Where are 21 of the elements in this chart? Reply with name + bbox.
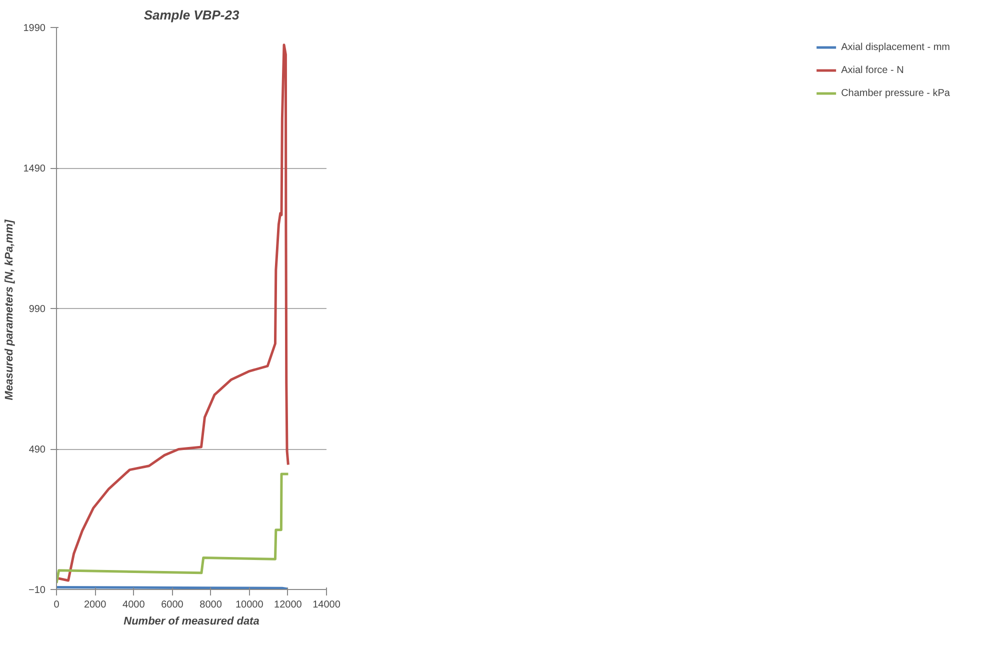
x-axis-title: Number of measured data: [124, 616, 260, 628]
y-tick-label: −10: [28, 585, 46, 596]
x-tick-label: 10000: [235, 600, 264, 610]
x-tick-label: 12000: [274, 600, 302, 610]
x-tick-label: 4000: [122, 600, 146, 610]
line-series: [56, 472, 290, 584]
y-tick-label: 990: [28, 304, 46, 315]
x-tick-label: 8000: [200, 600, 222, 610]
x-tick-label: 0: [54, 600, 60, 610]
legend-label: Chamber pressure - kPa: [841, 88, 950, 98]
y-tick-label: 1490: [23, 164, 46, 174]
y-tick-label: 490: [28, 444, 46, 456]
legend-label: Axial force - N: [841, 64, 904, 76]
y-tick-label: 1990: [23, 23, 46, 34]
x-tick-label: 2000: [84, 600, 107, 610]
line-series: [56, 44, 290, 582]
x-tick-label: 14000: [312, 600, 341, 610]
y-axis-title: Measured parameters [N, kPa,mm]: [3, 220, 16, 400]
chart-title: Sample VBP-23: [144, 8, 240, 22]
legend-label: Axial displacement - mm: [841, 42, 950, 52]
x-tick-label: 6000: [161, 600, 184, 610]
